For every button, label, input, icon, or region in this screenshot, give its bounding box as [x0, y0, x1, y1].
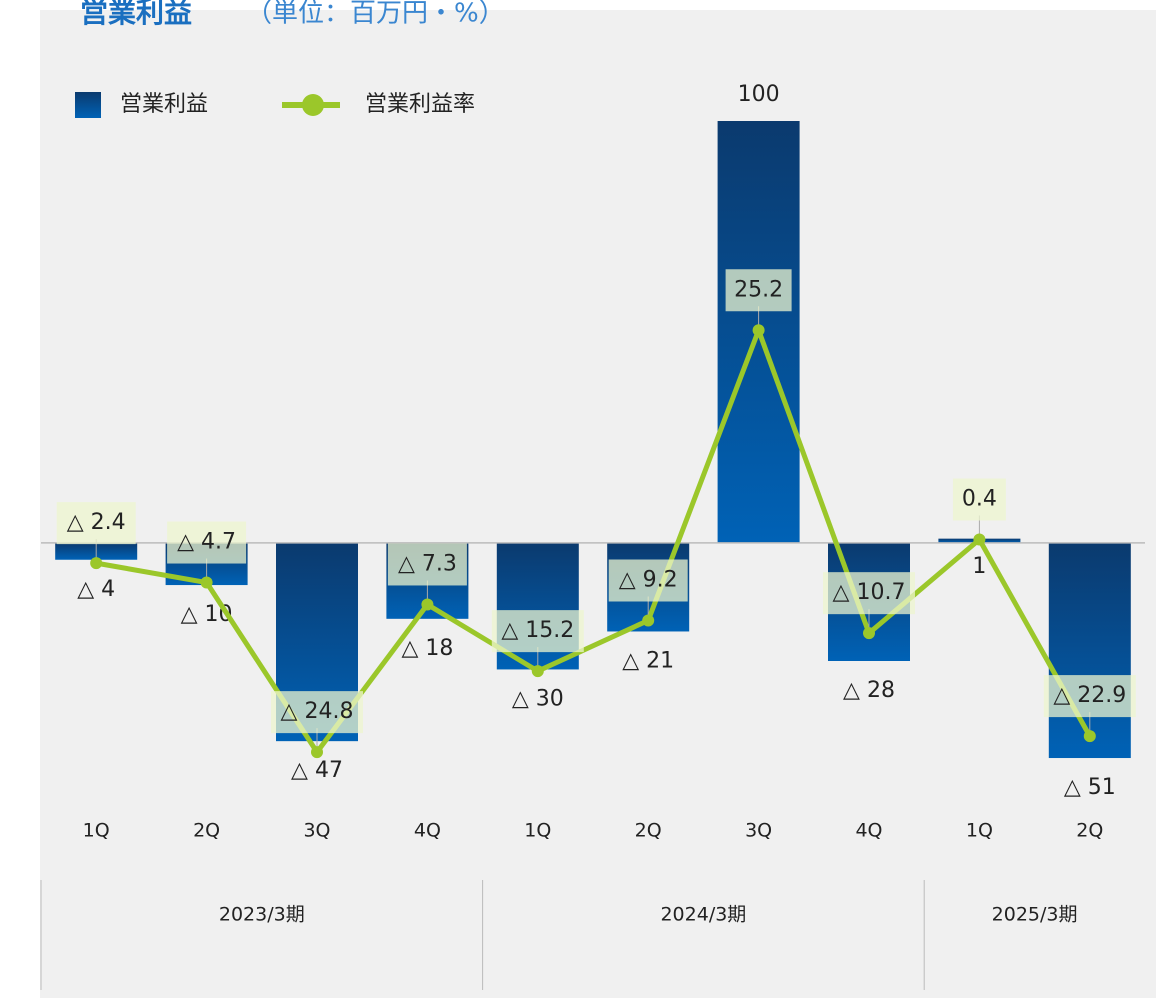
- x-tick-label: 2Q: [635, 820, 662, 842]
- line-value-label: △ 7.3: [398, 551, 457, 576]
- bar-value-label: △ 18: [401, 636, 453, 661]
- line-value-label: 25.2: [734, 277, 783, 302]
- x-tick-label: 2Q: [1076, 820, 1103, 842]
- x-tick-label: 3Q: [745, 820, 772, 842]
- x-tick-label: 2Q: [193, 820, 220, 842]
- label-box: [725, 269, 792, 312]
- chart-title: 営業利益: [80, 0, 192, 29]
- line-point: [311, 746, 323, 759]
- line-point: [863, 627, 875, 640]
- line-value-label: △ 22.9: [1053, 683, 1126, 708]
- label-box: [823, 572, 915, 615]
- line-value-label: △ 10.7: [833, 580, 906, 605]
- line-value-label: 0.4: [962, 487, 997, 512]
- x-tick-label: 1Q: [83, 820, 110, 842]
- line-point: [421, 598, 434, 611]
- line-point: [200, 576, 213, 589]
- x-tick-label: 1Q: [966, 820, 993, 842]
- legend-label: 営業利益: [120, 92, 208, 117]
- group-label: 2024/3期: [660, 904, 746, 926]
- bar-value-label: △ 28: [843, 678, 895, 703]
- line-point: [90, 557, 103, 570]
- bar-value-label: 100: [738, 82, 780, 107]
- legend-label: 営業利益率: [365, 92, 475, 117]
- line-point: [642, 614, 655, 627]
- label-box: [491, 610, 584, 653]
- label-box: [608, 559, 688, 602]
- line-point: [531, 665, 544, 678]
- group-label: 2023/3期: [219, 904, 305, 926]
- line-value-label: △ 2.4: [67, 510, 126, 535]
- x-tick-label: 1Q: [524, 820, 551, 842]
- legend-swatch-point: [302, 94, 324, 116]
- line-value-label: △ 24.8: [281, 699, 354, 724]
- line-value-label: △ 4.7: [177, 530, 236, 555]
- label-box: [271, 691, 363, 734]
- chart-subtitle: （単位：百万円・%）: [246, 0, 505, 29]
- bar-value-label: △ 30: [512, 686, 564, 711]
- x-tick-label: 3Q: [303, 820, 330, 842]
- line-point: [752, 324, 765, 337]
- label-box: [952, 478, 1006, 521]
- x-tick-label: 4Q: [414, 820, 441, 842]
- line-point: [973, 533, 986, 546]
- label-box: [56, 502, 136, 545]
- bar-value-label: △ 47: [291, 758, 343, 783]
- line-value-label: △ 15.2: [501, 618, 574, 643]
- bar-value-label: 1: [972, 554, 986, 579]
- line-value-label: △ 9.2: [619, 568, 678, 593]
- label-box: [387, 543, 467, 586]
- group-label: 2025/3期: [992, 904, 1078, 926]
- bar-value-label: △ 4: [77, 577, 115, 602]
- bar-value-label: △ 51: [1064, 775, 1116, 800]
- line: [95, 327, 1092, 755]
- legend-swatch: [75, 92, 101, 118]
- x-tick-label: 4Q: [855, 820, 882, 842]
- label-box: [1043, 675, 1136, 718]
- line-point: [1083, 730, 1096, 743]
- label-box: [167, 521, 247, 564]
- bar-value-label: △ 21: [622, 648, 674, 673]
